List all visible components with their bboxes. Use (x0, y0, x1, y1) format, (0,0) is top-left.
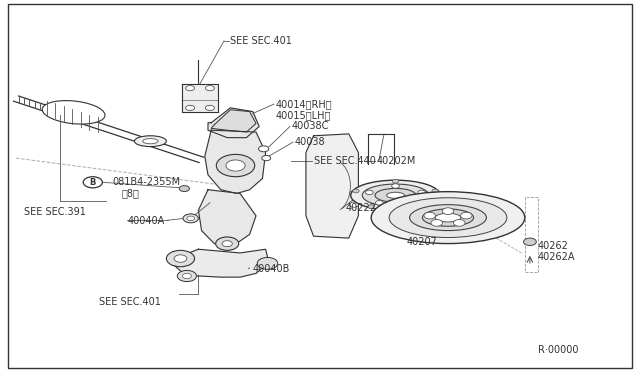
Circle shape (186, 86, 195, 91)
Circle shape (461, 212, 472, 219)
Circle shape (353, 189, 359, 193)
Circle shape (257, 257, 278, 269)
Text: 40015〈LH〉: 40015〈LH〉 (275, 110, 331, 120)
Circle shape (454, 219, 465, 226)
Text: 40262A: 40262A (538, 252, 575, 262)
Text: R·00000: R·00000 (538, 346, 578, 355)
Text: 40222: 40222 (346, 203, 376, 213)
Text: B: B (90, 178, 96, 187)
Text: 40202M: 40202M (376, 156, 416, 166)
Circle shape (205, 105, 214, 110)
Circle shape (216, 154, 255, 177)
Circle shape (424, 212, 435, 219)
Ellipse shape (387, 192, 404, 198)
Text: 40014〈RH〉: 40014〈RH〉 (275, 99, 332, 109)
Ellipse shape (375, 188, 416, 202)
Text: 081B4-2355M: 081B4-2355M (112, 177, 180, 187)
Circle shape (431, 219, 442, 226)
Circle shape (187, 216, 195, 221)
Text: 40040B: 40040B (253, 264, 290, 273)
Circle shape (349, 202, 358, 207)
Ellipse shape (362, 184, 429, 206)
Polygon shape (208, 108, 259, 138)
Ellipse shape (143, 139, 158, 144)
Circle shape (222, 241, 232, 247)
Polygon shape (173, 249, 269, 277)
Ellipse shape (389, 198, 507, 237)
Circle shape (365, 190, 373, 195)
Circle shape (259, 146, 269, 152)
Ellipse shape (410, 205, 486, 231)
Text: SEE SEC.391: SEE SEC.391 (24, 207, 86, 217)
Ellipse shape (435, 213, 461, 222)
Polygon shape (205, 130, 266, 193)
Text: 40038C: 40038C (291, 122, 328, 131)
Circle shape (166, 250, 195, 267)
Polygon shape (182, 84, 218, 112)
Text: SEE SEC.401: SEE SEC.401 (99, 297, 161, 307)
Circle shape (177, 270, 196, 282)
Circle shape (524, 238, 536, 246)
Circle shape (83, 177, 102, 188)
Text: 〈8〉: 〈8〉 (122, 188, 140, 198)
Circle shape (262, 155, 271, 161)
Circle shape (186, 105, 195, 110)
Text: 40040A: 40040A (128, 217, 165, 226)
Polygon shape (211, 110, 256, 132)
Polygon shape (198, 190, 256, 246)
Circle shape (182, 273, 191, 279)
Circle shape (205, 86, 214, 91)
Circle shape (368, 205, 374, 209)
Circle shape (179, 186, 189, 192)
Circle shape (174, 255, 187, 262)
Ellipse shape (351, 180, 440, 211)
Circle shape (442, 208, 454, 215)
Circle shape (183, 214, 198, 223)
Circle shape (376, 201, 383, 205)
Circle shape (432, 189, 438, 193)
Circle shape (226, 160, 245, 171)
Text: SEE SEC.401: SEE SEC.401 (230, 36, 292, 46)
Circle shape (408, 201, 415, 205)
Polygon shape (306, 134, 358, 238)
Circle shape (216, 237, 239, 250)
Ellipse shape (422, 209, 474, 226)
Circle shape (418, 190, 426, 195)
Ellipse shape (134, 136, 166, 147)
Text: 40262: 40262 (538, 241, 568, 250)
Ellipse shape (371, 192, 525, 244)
Text: 40038: 40038 (294, 137, 325, 147)
Text: SEE SEC.440: SEE SEC.440 (314, 156, 376, 166)
Circle shape (349, 191, 358, 196)
Ellipse shape (42, 100, 105, 124)
Circle shape (392, 179, 399, 183)
Circle shape (417, 205, 423, 209)
Circle shape (392, 184, 399, 188)
Text: 40207: 40207 (406, 237, 437, 247)
